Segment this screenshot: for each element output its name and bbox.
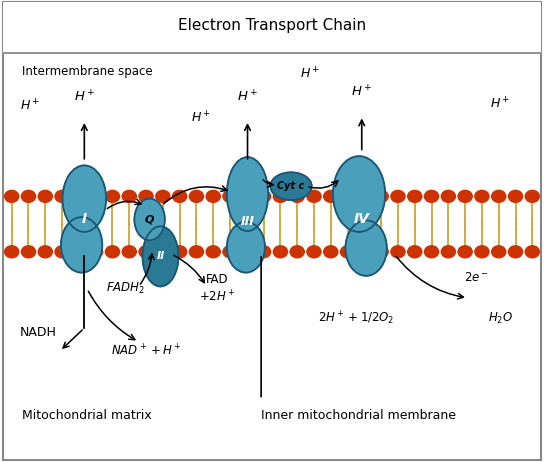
Circle shape xyxy=(206,246,220,258)
Circle shape xyxy=(38,190,52,202)
Circle shape xyxy=(172,246,187,258)
Text: Inner mitochondrial membrane: Inner mitochondrial membrane xyxy=(261,409,456,422)
Circle shape xyxy=(441,246,455,258)
Text: Electron Transport Chain: Electron Transport Chain xyxy=(178,18,366,33)
Text: $FADH_2$: $FADH_2$ xyxy=(106,281,145,296)
Circle shape xyxy=(374,246,388,258)
Circle shape xyxy=(223,190,237,202)
Circle shape xyxy=(509,246,523,258)
Text: II: II xyxy=(156,251,165,261)
Circle shape xyxy=(257,190,271,202)
Circle shape xyxy=(424,190,438,202)
Circle shape xyxy=(106,246,120,258)
Circle shape xyxy=(21,190,35,202)
Circle shape xyxy=(240,246,254,258)
Circle shape xyxy=(525,246,539,258)
Circle shape xyxy=(55,190,69,202)
Ellipse shape xyxy=(270,172,312,200)
Circle shape xyxy=(139,246,153,258)
Ellipse shape xyxy=(134,199,165,240)
Text: NADH: NADH xyxy=(20,326,57,339)
Text: III: III xyxy=(240,215,255,228)
Circle shape xyxy=(189,190,203,202)
Circle shape xyxy=(55,246,69,258)
Circle shape xyxy=(240,190,254,202)
Text: $H^+$: $H^+$ xyxy=(20,98,40,114)
Circle shape xyxy=(4,246,18,258)
Ellipse shape xyxy=(63,165,106,232)
Circle shape xyxy=(290,246,304,258)
Circle shape xyxy=(223,246,237,258)
Circle shape xyxy=(341,190,355,202)
Text: Mitochondrial matrix: Mitochondrial matrix xyxy=(22,409,152,422)
Circle shape xyxy=(273,190,287,202)
Ellipse shape xyxy=(143,226,178,286)
Circle shape xyxy=(357,246,372,258)
Ellipse shape xyxy=(345,220,387,276)
Ellipse shape xyxy=(333,156,385,232)
Circle shape xyxy=(156,190,170,202)
Circle shape xyxy=(407,246,422,258)
Circle shape xyxy=(475,246,489,258)
Circle shape xyxy=(139,190,153,202)
Circle shape xyxy=(391,190,405,202)
Circle shape xyxy=(525,190,539,202)
Text: IV: IV xyxy=(354,213,370,226)
Text: $2e^-$: $2e^-$ xyxy=(463,271,489,284)
Circle shape xyxy=(89,190,103,202)
Text: $H^+$: $H^+$ xyxy=(351,85,373,100)
Circle shape xyxy=(21,246,35,258)
Circle shape xyxy=(341,246,355,258)
Text: I: I xyxy=(82,213,87,226)
Text: $H_2O$: $H_2O$ xyxy=(488,311,513,326)
Circle shape xyxy=(357,190,372,202)
Text: $H^+$: $H^+$ xyxy=(191,110,212,126)
Circle shape xyxy=(424,246,438,258)
Ellipse shape xyxy=(227,157,268,231)
Text: FAD
$+2H^+$: FAD $+2H^+$ xyxy=(199,274,236,304)
Circle shape xyxy=(122,246,137,258)
Text: Intermembrane space: Intermembrane space xyxy=(22,65,152,78)
Circle shape xyxy=(290,190,304,202)
Circle shape xyxy=(172,190,187,202)
Text: $NAD^+ + H^+$: $NAD^+ + H^+$ xyxy=(112,343,182,359)
Circle shape xyxy=(273,246,287,258)
Text: $H^+$: $H^+$ xyxy=(237,89,258,105)
Text: $H^+$: $H^+$ xyxy=(73,89,95,105)
Circle shape xyxy=(324,190,338,202)
Circle shape xyxy=(492,246,506,258)
Circle shape xyxy=(391,246,405,258)
Circle shape xyxy=(106,190,120,202)
Circle shape xyxy=(189,246,203,258)
Circle shape xyxy=(72,246,86,258)
Circle shape xyxy=(458,246,472,258)
Circle shape xyxy=(441,190,455,202)
Circle shape xyxy=(307,190,321,202)
Circle shape xyxy=(38,246,52,258)
Text: $H^+$: $H^+$ xyxy=(300,66,320,82)
Ellipse shape xyxy=(227,222,265,273)
Circle shape xyxy=(475,190,489,202)
Circle shape xyxy=(374,190,388,202)
Text: Q: Q xyxy=(145,214,154,225)
Circle shape xyxy=(156,246,170,258)
Circle shape xyxy=(122,190,137,202)
Circle shape xyxy=(407,190,422,202)
Circle shape xyxy=(324,246,338,258)
FancyBboxPatch shape xyxy=(3,2,541,53)
Ellipse shape xyxy=(61,217,102,273)
Circle shape xyxy=(257,246,271,258)
FancyBboxPatch shape xyxy=(3,2,541,460)
Circle shape xyxy=(72,190,86,202)
Circle shape xyxy=(492,190,506,202)
Circle shape xyxy=(206,190,220,202)
Circle shape xyxy=(4,190,18,202)
Text: $2H^+ + 1/2O_2$: $2H^+ + 1/2O_2$ xyxy=(318,310,394,328)
Circle shape xyxy=(458,190,472,202)
Circle shape xyxy=(89,246,103,258)
Text: Cyt c: Cyt c xyxy=(277,181,305,191)
Circle shape xyxy=(509,190,523,202)
Circle shape xyxy=(307,246,321,258)
Text: $H^+$: $H^+$ xyxy=(490,96,511,112)
